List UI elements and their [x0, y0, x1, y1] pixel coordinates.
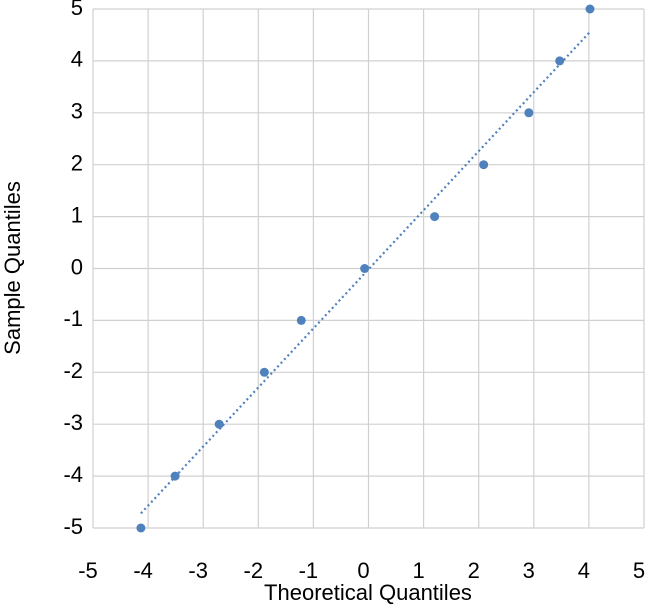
x-tick-label: -2: [244, 558, 264, 583]
y-tick-label: -2: [63, 358, 83, 383]
x-tick-label: 5: [633, 558, 645, 583]
x-tick-label: -4: [133, 558, 153, 583]
x-tick-label: 0: [357, 558, 369, 583]
point: [479, 160, 489, 170]
point: [214, 419, 224, 429]
x-tick-label: 3: [523, 558, 535, 583]
y-tick-label: 4: [71, 47, 83, 72]
y-tick-label: 3: [71, 99, 83, 124]
point: [555, 56, 565, 66]
y-tick-label: 2: [71, 151, 83, 176]
y-tick-label: -4: [63, 462, 83, 487]
x-tick-label: -3: [188, 558, 208, 583]
point: [430, 212, 440, 222]
point: [136, 523, 146, 533]
y-tick-label: -3: [63, 410, 83, 435]
point: [524, 108, 534, 118]
point: [296, 315, 306, 325]
point: [170, 471, 180, 481]
x-tick-label: 2: [468, 558, 480, 583]
y-tick-label: 5: [71, 0, 83, 20]
y-tick-label: 0: [71, 254, 83, 279]
x-tick-label: -1: [299, 558, 319, 583]
y-tick-label: -1: [63, 306, 83, 331]
point: [259, 367, 269, 377]
point: [585, 4, 595, 14]
x-tick-label: -5: [78, 558, 98, 583]
y-axis-title: Sample Quantiles: [0, 181, 25, 355]
x-tick-label: 4: [578, 558, 590, 583]
y-tick-label: -5: [63, 514, 83, 539]
x-tick-label: 1: [412, 558, 424, 583]
y-tick-label: 1: [71, 202, 83, 227]
x-axis-title: Theoretical Quantiles: [264, 580, 472, 605]
point: [360, 264, 370, 273]
